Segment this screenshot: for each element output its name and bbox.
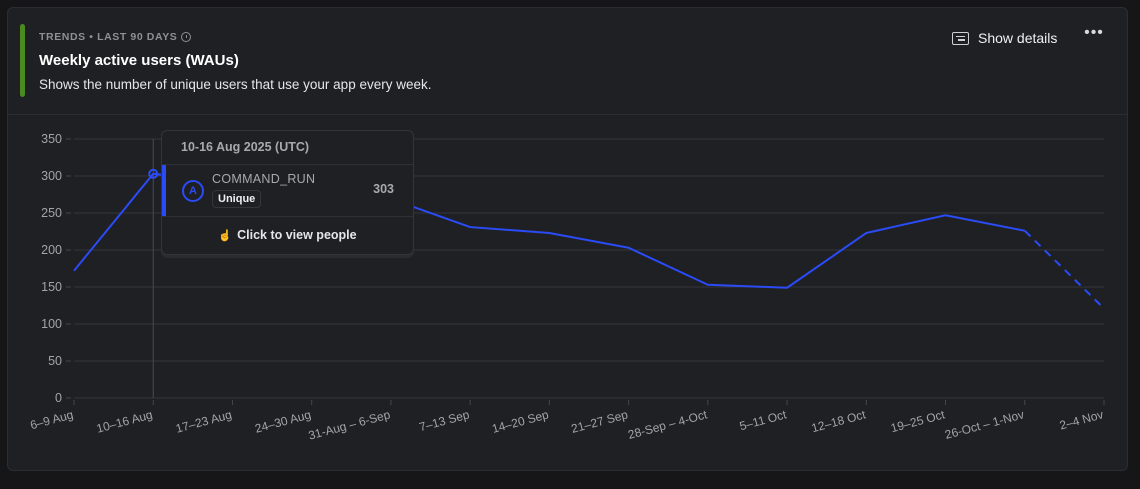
- show-details-button[interactable]: Show details: [952, 28, 1057, 48]
- y-tick-label: 50: [48, 354, 62, 368]
- y-tick-label: 100: [41, 317, 62, 331]
- x-tick-label: 7–13 Sep: [418, 407, 472, 434]
- more-options-button[interactable]: •••: [1084, 24, 1104, 41]
- x-tick-label: 19–25 Oct: [889, 407, 947, 435]
- x-tick-label: 12–18 Oct: [810, 407, 868, 435]
- y-tick-label: 250: [41, 206, 62, 220]
- show-details-label: Show details: [978, 30, 1058, 46]
- x-tick-label: 26-Oct – 1-Nov: [943, 407, 1025, 442]
- tooltip-math-chip: Unique: [212, 190, 262, 208]
- clock-icon[interactable]: [181, 32, 192, 42]
- x-tick-label: 24–30 Aug: [253, 407, 312, 435]
- card-title: Weekly active users (WAUs): [39, 52, 239, 69]
- x-tick-label: 28-Sep – 4-Oct: [626, 407, 709, 442]
- accent-bar: [20, 24, 25, 97]
- x-tick-label: 17–23 Aug: [174, 407, 233, 435]
- card-header: TRENDS • LAST 90 DAYS Weekly active user…: [8, 8, 1127, 115]
- y-tick-label: 150: [41, 280, 62, 294]
- x-tick-label: 5–11 Oct: [738, 407, 788, 433]
- tooltip-series-row: A COMMAND_RUN Unique 303: [162, 165, 413, 217]
- card-subtitle: Shows the number of unique users that us…: [39, 77, 432, 92]
- details-icon: [952, 31, 969, 45]
- x-tick-label: 31-Aug – 6-Sep: [307, 407, 392, 442]
- series-color-bar: [162, 165, 166, 216]
- series-line-incomplete[interactable]: [1024, 230, 1105, 310]
- x-tick-label: 10–16 Aug: [95, 407, 154, 435]
- hovered-point[interactable]: [148, 168, 159, 179]
- x-tick-label: 2–4 Nov: [1058, 407, 1105, 432]
- eyebrow-text: TRENDS • LAST 90 DAYS: [39, 31, 178, 43]
- x-tick-label: 14–20 Sep: [490, 407, 550, 436]
- y-tick-label: 350: [41, 132, 62, 146]
- y-tick-label: 300: [41, 169, 62, 183]
- view-people-button[interactable]: ☝ Click to view people: [162, 217, 413, 253]
- series-badge-icon: A: [182, 180, 204, 202]
- pointer-hand-icon: ☝: [218, 229, 233, 242]
- tooltip-value: 303: [373, 182, 394, 196]
- chart-tooltip: 10-16 Aug 2025 (UTC) A COMMAND_RUN Uniqu…: [161, 130, 414, 255]
- eyebrow: TRENDS • LAST 90 DAYS: [39, 31, 192, 43]
- view-people-label: Click to view people: [237, 228, 357, 242]
- tooltip-date: 10-16 Aug 2025 (UTC): [162, 131, 413, 165]
- y-tick-label: 200: [41, 243, 62, 257]
- tooltip-event-name: COMMAND_RUN: [212, 172, 316, 186]
- x-tick-label: 21–27 Sep: [570, 407, 630, 436]
- y-tick-label: 0: [55, 391, 62, 405]
- x-tick-label: 6–9 Aug: [29, 407, 75, 432]
